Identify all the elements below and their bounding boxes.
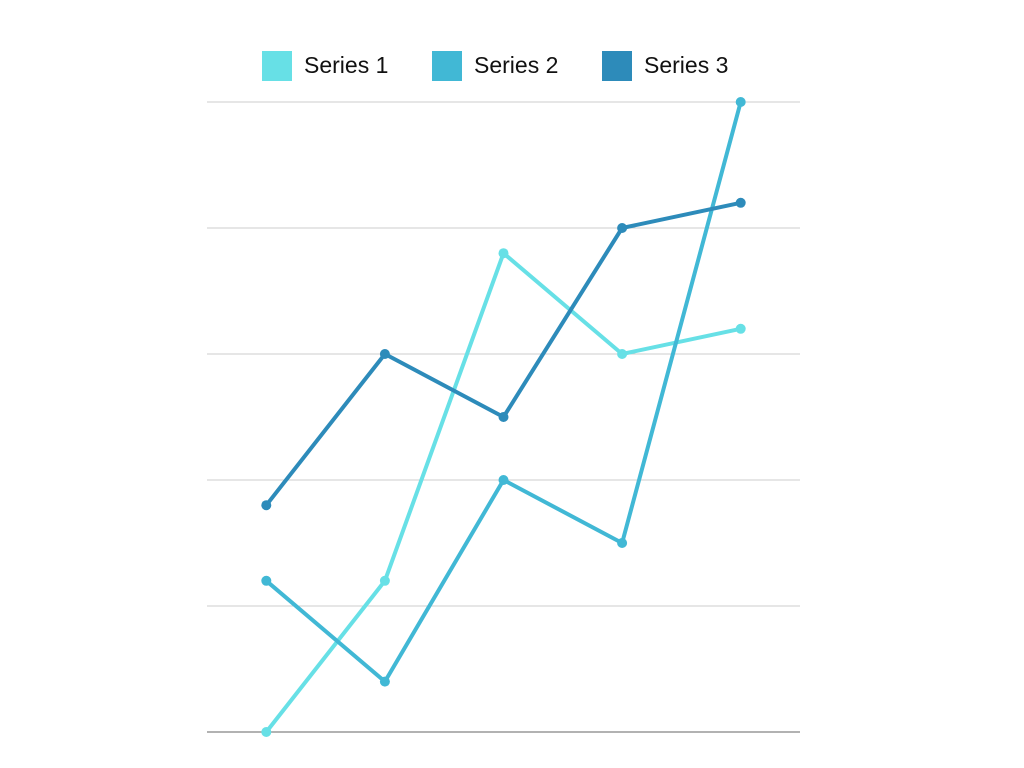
data-point — [735, 197, 746, 208]
data-point — [261, 500, 272, 511]
data-point — [261, 575, 272, 586]
data-point — [261, 727, 272, 737]
data-point — [735, 323, 746, 334]
data-point — [498, 248, 509, 259]
data-point — [735, 97, 746, 107]
data-point — [498, 412, 509, 422]
data-point — [617, 538, 628, 548]
legend-label: Series 2 — [474, 52, 558, 78]
legend-label: Series 3 — [644, 52, 728, 78]
legend-swatch — [432, 51, 462, 81]
data-point — [617, 223, 628, 233]
data-point — [379, 575, 390, 586]
data-point — [379, 676, 390, 687]
series-line — [264, 251, 742, 734]
data-point — [379, 349, 390, 359]
series-line — [265, 101, 743, 684]
legend-swatch — [262, 51, 292, 81]
data-point — [617, 349, 628, 359]
legend-label: Series 1 — [304, 52, 388, 78]
data-point — [498, 475, 509, 485]
legend-swatch — [602, 51, 632, 81]
